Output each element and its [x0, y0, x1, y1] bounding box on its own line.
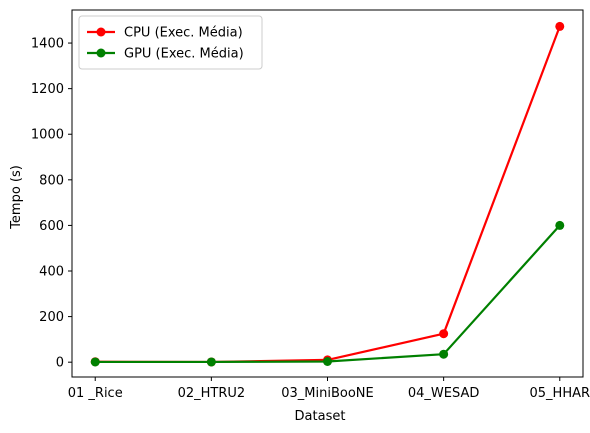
legend-marker	[96, 27, 106, 37]
data-point	[439, 329, 449, 339]
series-gpu	[90, 220, 565, 367]
y-tick-label: 1000	[31, 128, 64, 143]
data-point	[555, 220, 565, 230]
legend-box	[78, 15, 263, 70]
x-tick-label: 03_MiniBooNE	[281, 386, 374, 401]
x-axis-label: Dataset	[295, 409, 346, 424]
x-axis: 01 _Rice 02_HTRU2 03_MiniBooNE 04_WESAD 05_H…	[68, 377, 590, 401]
data-point	[439, 349, 449, 359]
y-tick-label: 1200	[31, 82, 64, 97]
y-axis: 0 200 400 600 800 1000 1200 1400	[31, 37, 72, 371]
series-cpu	[90, 21, 565, 367]
data-point	[323, 356, 332, 366]
legend-label: GPU (Exec. Média)	[124, 47, 244, 62]
legend: CPU (Exec. Média) GPU (Exec. Média)	[78, 15, 263, 70]
y-axis-label: Tempo (s)	[9, 165, 24, 230]
data-point	[206, 357, 216, 367]
y-tick-label: 800	[39, 173, 64, 188]
y-tick-label: 400	[39, 265, 64, 280]
plot-area	[90, 21, 565, 367]
x-tick-label: 02_HTRU2	[178, 386, 246, 401]
legend-label: CPU (Exec. Média)	[124, 26, 243, 41]
x-tick-label: 01 _Rice	[68, 386, 123, 401]
y-tick-label: 200	[39, 310, 64, 325]
y-tick-label: 1400	[31, 37, 64, 52]
x-tick-label: 04_WESAD	[408, 386, 480, 401]
series-line	[95, 224, 561, 364]
series-line	[95, 26, 561, 364]
x-tick-label: 05_HHAR	[530, 386, 590, 401]
y-tick-label: 600	[39, 219, 64, 234]
legend-item: CPU (Exec. Média)	[87, 26, 243, 41]
legend-item: GPU (Exec. Média)	[87, 47, 244, 62]
data-point	[555, 21, 565, 31]
data-point	[90, 357, 100, 367]
y-tick-label: 0	[56, 356, 64, 371]
legend-marker	[96, 48, 106, 58]
